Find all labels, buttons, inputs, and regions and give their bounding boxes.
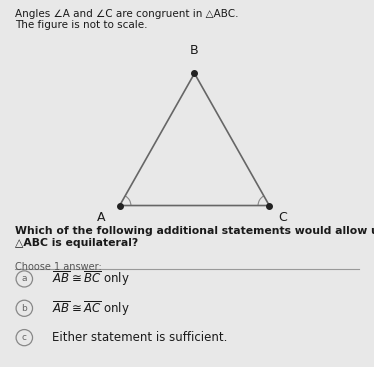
Text: b: b (21, 304, 27, 313)
Text: Either statement is sufficient.: Either statement is sufficient. (52, 331, 228, 344)
Text: a: a (22, 275, 27, 283)
Text: C: C (278, 211, 287, 224)
Text: $\overline{AB} \cong \overline{AC}$ only: $\overline{AB} \cong \overline{AC}$ only (52, 299, 130, 318)
Text: Angles ∠A and ∠C are congruent in △ABC.: Angles ∠A and ∠C are congruent in △ABC. (15, 9, 239, 19)
Text: $\overline{AB} \cong \overline{BC}$ only: $\overline{AB} \cong \overline{BC}$ only (52, 269, 130, 288)
Text: Choose 1 answer:: Choose 1 answer: (15, 262, 102, 272)
Text: Which of the following additional statements would allow us to prove that: Which of the following additional statem… (15, 226, 374, 236)
Text: A: A (97, 211, 105, 224)
Text: The figure is not to scale.: The figure is not to scale. (15, 20, 147, 30)
Text: c: c (22, 333, 27, 342)
Text: △ABC is equilateral?: △ABC is equilateral? (15, 238, 138, 248)
Text: B: B (190, 44, 199, 57)
